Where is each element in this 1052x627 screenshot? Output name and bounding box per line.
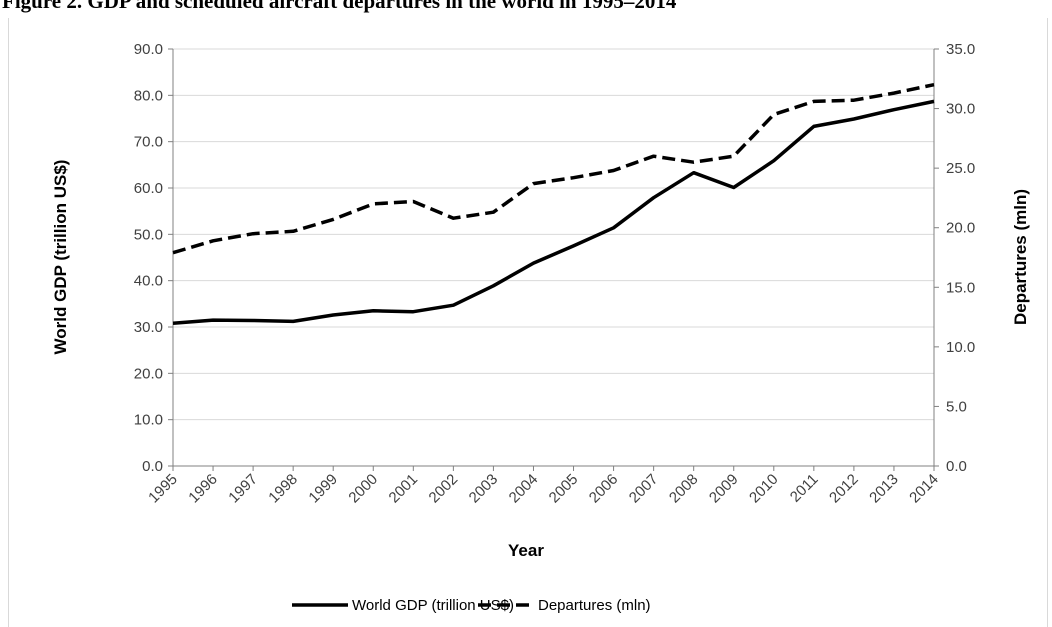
x-tick-label: 2002	[426, 471, 462, 507]
x-tick-label: 2007	[626, 471, 662, 507]
right-axis-ticks: 0.0 5.0 10.0 15.0 20.0 25.0 30.0 35.0	[934, 41, 975, 475]
y-right-tick-label: 25.0	[946, 160, 975, 177]
x-tick-label: 2004	[506, 471, 542, 507]
y-right-tick-label: 30.0	[946, 101, 975, 118]
y-left-tick-label: 20.0	[134, 365, 163, 382]
x-tick-label: 2000	[345, 471, 381, 507]
x-axis-ticks: 1995 1996 1997 1998 1999 2000 2001 2002 2003 2004…	[145, 466, 942, 506]
y-left-tick-label: 40.0	[134, 273, 163, 290]
x-tick-label: 1999	[305, 471, 341, 507]
x-tick-label: 1995	[145, 471, 181, 507]
x-tick-label: 2005	[546, 471, 582, 507]
y-left-tick-label: 70.0	[134, 134, 163, 151]
y-right-tick-label: 15.0	[946, 279, 975, 296]
y-right-tick-label: 35.0	[946, 41, 975, 58]
y-right-tick-label: 10.0	[946, 339, 975, 356]
x-tick-label: 1998	[265, 471, 301, 507]
y-left-tick-label: 90.0	[134, 41, 163, 58]
x-tick-label: 2003	[466, 471, 502, 507]
legend-label: Departures (mln)	[538, 597, 651, 614]
x-tick-label: 2014	[906, 471, 942, 507]
x-tick-label: 2008	[666, 471, 702, 507]
legend: World GDP (trillion US$) Departures (mln)	[292, 597, 651, 614]
chart-frame	[8, 18, 1048, 627]
series-lines	[172, 82, 935, 326]
figure-title: Figure 2. GDP and scheduled aircraft dep…	[2, 0, 677, 13]
y-left-tick-label: 10.0	[134, 412, 163, 429]
x-tick-label: 2013	[866, 471, 902, 507]
y-left-tick-label: 0.0	[142, 458, 163, 475]
departures-series-line	[172, 82, 935, 255]
y-left-tick-label: 30.0	[134, 319, 163, 336]
right-axis-title: Departures (mln)	[1011, 189, 1030, 325]
x-tick-label: 1997	[225, 471, 261, 507]
x-tick-label: 2010	[746, 471, 782, 507]
x-tick-label: 1996	[185, 471, 221, 507]
axes	[172, 49, 935, 467]
x-axis-title: Year	[508, 541, 544, 560]
x-tick-label: 2011	[787, 471, 822, 506]
left-axis-title: World GDP (trillion US$)	[51, 160, 70, 355]
y-left-tick-label: 60.0	[134, 180, 163, 197]
y-left-tick-label: 80.0	[134, 87, 163, 104]
y-left-tick-label: 50.0	[134, 226, 163, 243]
x-tick-label: 2009	[706, 471, 742, 507]
legend-label: World GDP (trillion US$)	[352, 597, 514, 614]
y-right-tick-label: 0.0	[946, 458, 967, 475]
x-tick-label: 2012	[826, 471, 862, 507]
left-axis-ticks: 0.0 10.0 20.0 30.0 40.0 50.0 60.0 70.0 80.0 90.0	[134, 41, 173, 475]
x-tick-label: 2001	[386, 471, 422, 507]
x-tick-label: 2006	[586, 471, 622, 507]
y-right-tick-label: 5.0	[946, 398, 967, 415]
y-right-tick-label: 20.0	[946, 220, 975, 237]
gdp-series-line	[172, 99, 935, 326]
gridlines	[173, 48, 934, 421]
